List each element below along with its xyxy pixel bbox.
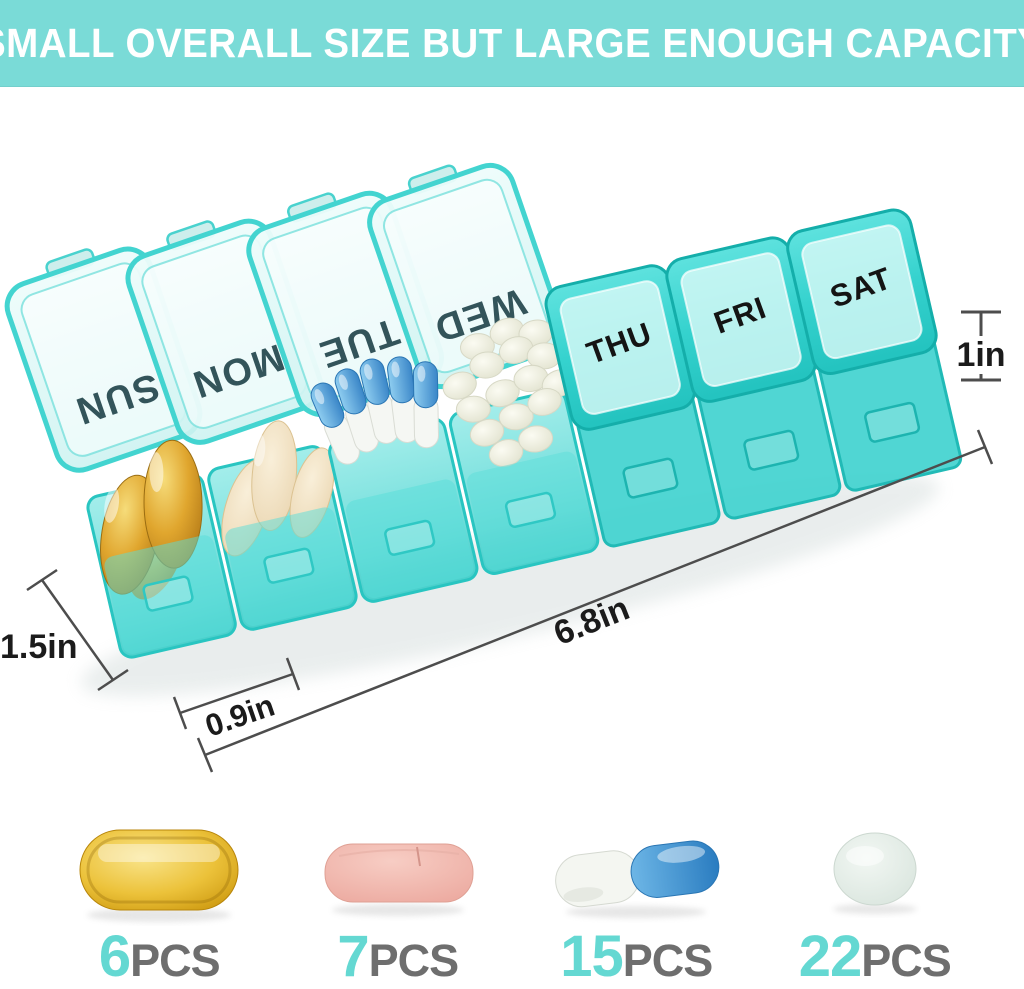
pill-count: 6: [98, 924, 131, 989]
pill-unit: PCS: [130, 935, 221, 986]
legend-item-capsule: 15 PCS: [517, 800, 756, 986]
pill-organizer: SUN MON TUE WED: [4, 162, 963, 659]
mon-compartment: [207, 420, 358, 631]
sat-compartment-closed: SAT: [786, 208, 963, 492]
dim-cell-label: 0.9in: [201, 687, 279, 743]
blue-white-capsule-pills: [310, 356, 439, 465]
legend-label: 7 PCS: [337, 924, 460, 989]
pill-unit: PCS: [622, 935, 714, 986]
dim-depth-label: 1.5in: [0, 628, 77, 666]
legend-label: 22 PCS: [798, 924, 952, 989]
yellow-softgel-icon: [79, 829, 239, 922]
tue-compartment: [310, 356, 479, 603]
pill-count: 22: [798, 924, 863, 989]
fri-compartment-closed: FRI: [665, 236, 842, 520]
pink-oval-tablet-icon: [324, 843, 474, 916]
white-round-pills: [442, 317, 576, 467]
banner: SMALL OVERALL SIZE BUT LARGE ENOUGH CAPA…: [0, 0, 1024, 87]
pill-count: 15: [560, 924, 624, 989]
product-photo: SUN MON TUE WED: [0, 162, 1006, 773]
thu-compartment-closed: THU: [544, 264, 721, 548]
legend-item-pink-tablet: 7 PCS: [279, 800, 518, 986]
legend-item-softgel: 6 PCS: [40, 800, 279, 986]
pill-unit: PCS: [368, 935, 460, 986]
legend-label: 6 PCS: [98, 924, 221, 989]
sun-compartment: [86, 439, 237, 659]
dim-height-1in: 1in: [956, 310, 1006, 382]
dim-height-label: 1in: [956, 336, 1005, 374]
capacity-legend: 6 PCS 7 PCS 15 PCS: [0, 800, 1024, 986]
dim-depth-1-5in: 1.5in: [0, 568, 129, 692]
white-round-pill-icon: [832, 832, 917, 914]
blue-white-capsule-icon: [555, 840, 720, 918]
banner-title: SMALL OVERALL SIZE BUT LARGE ENOUGH CAPA…: [0, 19, 1024, 66]
organizer-shadow: [81, 473, 939, 697]
legend-item-round-pill: 22 PCS: [756, 800, 995, 986]
pill-unit: PCS: [861, 935, 952, 986]
pill-count: 7: [337, 924, 369, 989]
legend-label: 15 PCS: [560, 924, 714, 989]
wed-compartment: [442, 317, 600, 575]
